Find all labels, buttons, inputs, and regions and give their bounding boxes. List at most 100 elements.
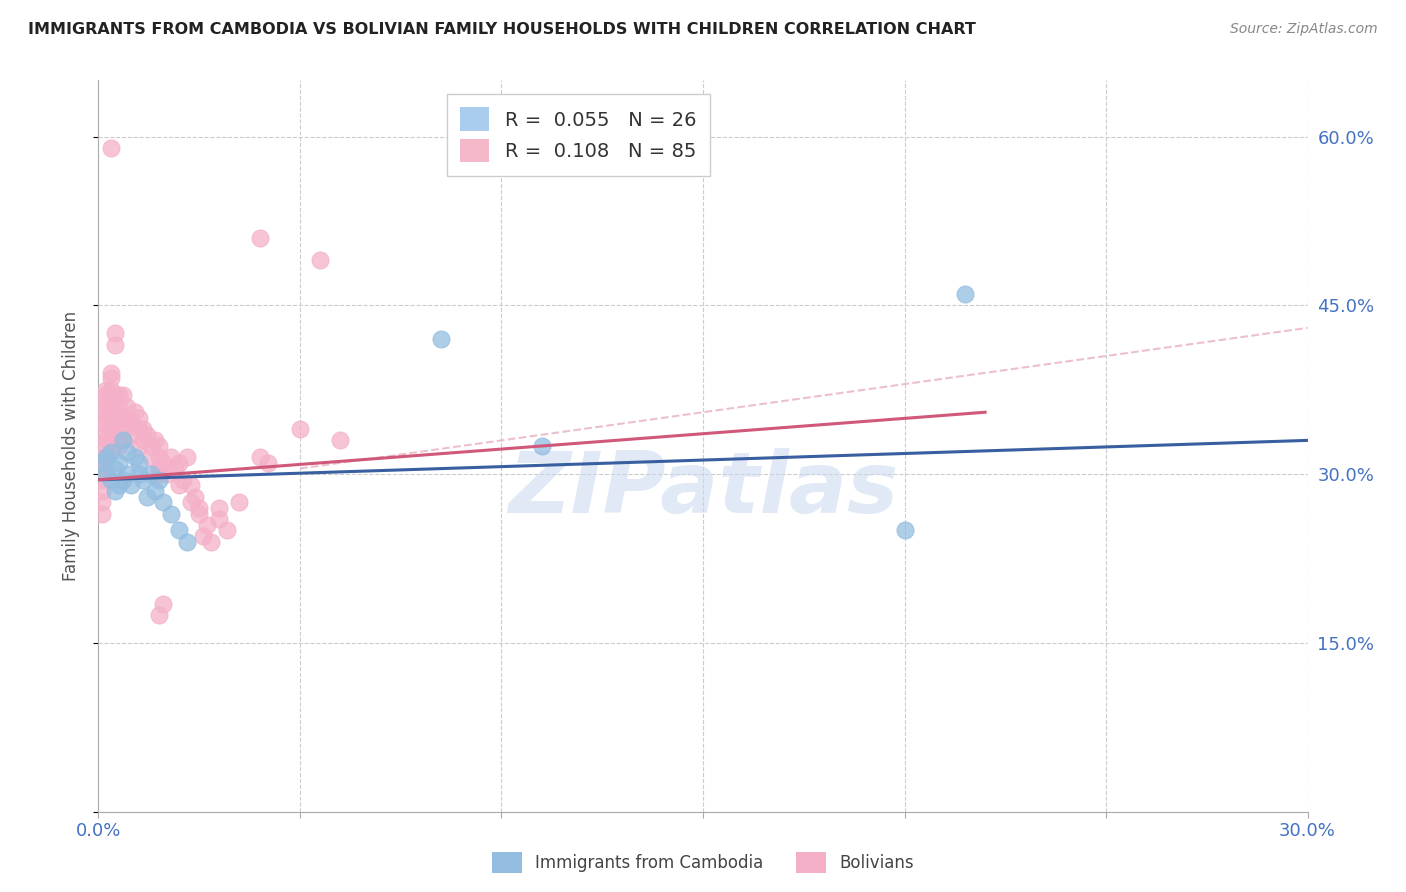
- Point: [329, 434, 352, 448]
- Point: [96, 450, 118, 465]
- Point: [148, 450, 170, 465]
- Point: [100, 444, 122, 458]
- Point: [188, 507, 211, 521]
- Point: [96, 405, 118, 419]
- Point: [148, 467, 170, 482]
- Point: [100, 439, 122, 453]
- Point: [96, 394, 118, 409]
- Point: [111, 434, 134, 448]
- Point: [103, 405, 125, 419]
- Point: [91, 461, 114, 475]
- Point: [953, 287, 976, 301]
- Point: [167, 478, 190, 492]
- Point: [135, 427, 157, 442]
- Point: [195, 517, 218, 532]
- Point: [103, 337, 125, 351]
- Point: [107, 456, 129, 470]
- Point: [193, 529, 215, 543]
- Point: [148, 473, 170, 487]
- Point: [148, 439, 170, 453]
- Point: [163, 461, 186, 475]
- Point: [100, 405, 122, 419]
- Point: [96, 450, 118, 465]
- Point: [91, 439, 114, 453]
- Point: [143, 434, 166, 448]
- Point: [100, 473, 122, 487]
- Point: [111, 434, 134, 448]
- Point: [135, 490, 157, 504]
- Point: [156, 467, 179, 482]
- Point: [120, 417, 142, 431]
- Point: [100, 366, 122, 380]
- Point: [96, 400, 118, 414]
- Point: [208, 500, 231, 515]
- Text: Source: ZipAtlas.com: Source: ZipAtlas.com: [1230, 22, 1378, 37]
- Point: [139, 467, 162, 482]
- Point: [103, 461, 125, 475]
- Point: [143, 483, 166, 498]
- Point: [91, 495, 114, 509]
- Point: [208, 512, 231, 526]
- Point: [200, 534, 222, 549]
- Point: [111, 410, 134, 425]
- Point: [91, 417, 114, 431]
- Point: [188, 500, 211, 515]
- Point: [111, 388, 134, 402]
- Point: [120, 478, 142, 492]
- Point: [100, 141, 122, 155]
- Point: [91, 483, 114, 498]
- Point: [309, 253, 332, 268]
- Point: [148, 607, 170, 622]
- Point: [100, 422, 122, 436]
- Point: [120, 427, 142, 442]
- Point: [91, 427, 114, 442]
- Point: [139, 439, 162, 453]
- Point: [288, 422, 311, 436]
- Point: [152, 495, 174, 509]
- Point: [128, 467, 150, 482]
- Point: [180, 478, 202, 492]
- Point: [103, 388, 125, 402]
- Point: [100, 371, 122, 385]
- Point: [160, 450, 183, 465]
- Point: [160, 507, 183, 521]
- Point: [91, 473, 114, 487]
- Point: [107, 400, 129, 414]
- Point: [256, 456, 278, 470]
- Point: [96, 467, 118, 482]
- Point: [115, 444, 138, 458]
- Point: [115, 467, 138, 482]
- Point: [103, 422, 125, 436]
- Point: [100, 383, 122, 397]
- Point: [100, 434, 122, 448]
- Point: [103, 483, 125, 498]
- Point: [148, 461, 170, 475]
- Point: [132, 422, 155, 436]
- Point: [172, 473, 194, 487]
- Point: [91, 456, 114, 470]
- Point: [124, 450, 146, 465]
- Point: [111, 473, 134, 487]
- Point: [152, 597, 174, 611]
- Point: [228, 495, 250, 509]
- Point: [115, 410, 138, 425]
- Point: [96, 467, 118, 482]
- Point: [176, 450, 198, 465]
- Point: [132, 434, 155, 448]
- Text: IMMIGRANTS FROM CAMBODIA VS BOLIVIAN FAMILY HOUSEHOLDS WITH CHILDREN CORRELATION: IMMIGRANTS FROM CAMBODIA VS BOLIVIAN FAM…: [28, 22, 976, 37]
- Point: [217, 524, 239, 538]
- Point: [96, 434, 118, 448]
- Point: [893, 524, 915, 538]
- Point: [128, 422, 150, 436]
- Point: [107, 439, 129, 453]
- Point: [152, 456, 174, 470]
- Point: [530, 439, 553, 453]
- Point: [128, 456, 150, 470]
- Point: [96, 383, 118, 397]
- Point: [139, 450, 162, 465]
- Y-axis label: Family Households with Children: Family Households with Children: [62, 311, 80, 581]
- Point: [167, 456, 190, 470]
- Point: [91, 450, 114, 465]
- Point: [249, 450, 271, 465]
- Legend: Immigrants from Cambodia, Bolivians: Immigrants from Cambodia, Bolivians: [485, 846, 921, 880]
